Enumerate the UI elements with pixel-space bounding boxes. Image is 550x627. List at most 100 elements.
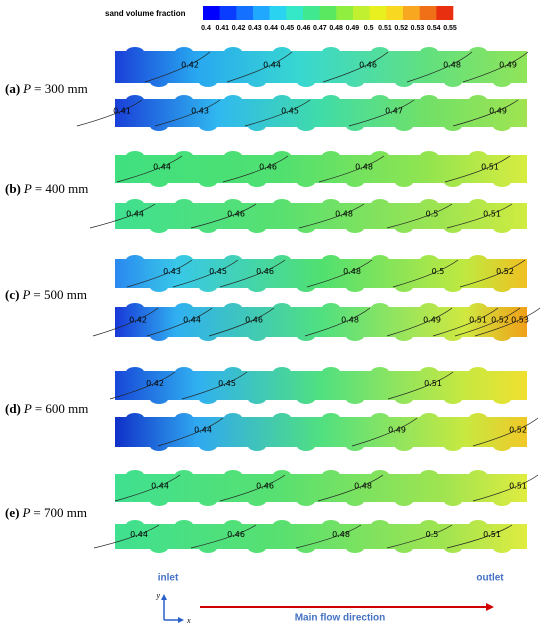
contour-label: 0.47 bbox=[385, 107, 403, 116]
panel-label: (b) P = 400 mm bbox=[5, 181, 88, 196]
colorbar-segment bbox=[336, 6, 354, 20]
panel: (c) P = 500 mm0.43 0.45 0.46 0.48 0.5 0.520.42 0… bbox=[5, 255, 541, 341]
strip-bump bbox=[469, 95, 487, 105]
contour-label: 0.49 bbox=[499, 61, 517, 70]
contour-label: 0.48 bbox=[443, 61, 461, 70]
strip-bump bbox=[126, 520, 144, 530]
contour-label: 0.51 bbox=[509, 482, 527, 491]
contour-strip: 0.44 0.46 0.48 0.51 bbox=[114, 470, 539, 506]
strip-bump bbox=[126, 303, 144, 313]
strip-body bbox=[115, 371, 527, 400]
contour-label: 0.44 bbox=[263, 61, 281, 70]
contour-label: 0.43 bbox=[191, 107, 209, 116]
strip-bump bbox=[224, 199, 242, 209]
strip-bump bbox=[322, 95, 340, 105]
strip-bump bbox=[371, 255, 389, 265]
strip-bump bbox=[150, 121, 168, 131]
strip-bump bbox=[297, 121, 315, 131]
strip-bump bbox=[273, 303, 291, 313]
strip-bump bbox=[248, 282, 266, 292]
strip-bump bbox=[248, 223, 266, 233]
contour-strip: 0.44 0.46 0.48 0.5 0.51 bbox=[93, 520, 527, 553]
contour-line bbox=[386, 307, 453, 337]
panel-symbol: P bbox=[23, 181, 32, 196]
contour-label: 0.46 bbox=[227, 530, 245, 539]
contour-label: 0.44 bbox=[126, 210, 144, 219]
contour-line bbox=[446, 203, 513, 229]
strip-bump bbox=[175, 151, 193, 161]
panel-value: = 700 mm bbox=[33, 505, 87, 520]
colorbar-label: 0.53 bbox=[411, 25, 425, 32]
panel: (a) P = 300 mm 0.42 0.44 0.46 0.48 0.49 0.41 0.43… bbox=[5, 47, 529, 131]
strip-bump bbox=[346, 223, 364, 233]
contour-line bbox=[146, 307, 213, 337]
contour-label: 0.48 bbox=[354, 482, 372, 491]
contour-line bbox=[304, 307, 371, 337]
strip-bump bbox=[444, 394, 462, 404]
strip-bump bbox=[322, 303, 340, 313]
strip-bump bbox=[175, 520, 193, 530]
strip-bump bbox=[248, 77, 266, 87]
strip-bump bbox=[248, 543, 266, 553]
contour-line bbox=[154, 99, 221, 127]
colorbar-segment bbox=[219, 6, 237, 20]
strip-bump bbox=[346, 441, 364, 451]
strip-bump bbox=[322, 520, 340, 530]
outlet-label: outlet bbox=[476, 573, 504, 584]
colorbar-segment bbox=[386, 6, 404, 20]
strip-bump bbox=[469, 199, 487, 209]
strip-bump bbox=[420, 413, 438, 423]
colorbar-label: 0.41 bbox=[215, 25, 229, 32]
strip-bump bbox=[297, 177, 315, 187]
contour-line bbox=[474, 307, 541, 337]
contour-line bbox=[109, 371, 176, 400]
colorbar-segment bbox=[403, 6, 420, 20]
strip-bump bbox=[150, 177, 168, 187]
contour-label: 0.44 bbox=[194, 426, 212, 435]
contour-line bbox=[462, 51, 529, 83]
contour-label: 0.48 bbox=[341, 316, 359, 325]
strip-bump bbox=[469, 367, 487, 377]
contour-line bbox=[406, 51, 473, 83]
strip-bump bbox=[493, 331, 511, 341]
contour-label: 0.48 bbox=[355, 163, 373, 172]
contour-label: 0.45 bbox=[209, 267, 227, 276]
strip-bump bbox=[150, 77, 168, 87]
strip-bump bbox=[493, 121, 511, 131]
colorbar-label: 0.44 bbox=[264, 25, 278, 32]
strip-bump bbox=[346, 496, 364, 506]
contour-line bbox=[114, 474, 181, 502]
contour-line bbox=[116, 155, 183, 183]
strip-bump bbox=[150, 394, 168, 404]
strip-bump bbox=[224, 47, 242, 57]
strip-bump bbox=[273, 47, 291, 57]
strip-bump bbox=[273, 255, 291, 265]
strip-bump bbox=[371, 47, 389, 57]
strip-bump bbox=[493, 496, 511, 506]
strip-bump bbox=[371, 470, 389, 480]
strip-bump bbox=[273, 413, 291, 423]
colorbar-segment bbox=[353, 6, 370, 20]
contour-line bbox=[144, 51, 211, 83]
strip-bump bbox=[322, 47, 340, 57]
panel-symbol: P bbox=[23, 401, 32, 416]
contour-line bbox=[386, 203, 453, 229]
footer: inlet outlet y x Main flow direction bbox=[155, 573, 504, 625]
contour-label: 0.5 bbox=[426, 530, 439, 539]
panel-value: = 300 mm bbox=[34, 81, 88, 96]
contour-line bbox=[157, 417, 224, 447]
panel-letter: (b) bbox=[5, 181, 21, 196]
strip-bump bbox=[346, 394, 364, 404]
strip-bump bbox=[444, 496, 462, 506]
colorbar-label: 0.51 bbox=[378, 25, 392, 32]
panel-value: = 600 mm bbox=[35, 401, 89, 416]
contour-label: 0.52 bbox=[496, 267, 514, 276]
panel-symbol: P bbox=[22, 81, 31, 96]
panel-letter: (a) bbox=[5, 81, 20, 96]
contour-label: 0.42 bbox=[146, 379, 164, 388]
strip-bump bbox=[224, 255, 242, 265]
strip-bump bbox=[444, 77, 462, 87]
strip-bump bbox=[126, 413, 144, 423]
strip-bump bbox=[297, 282, 315, 292]
strip-body bbox=[115, 474, 527, 502]
